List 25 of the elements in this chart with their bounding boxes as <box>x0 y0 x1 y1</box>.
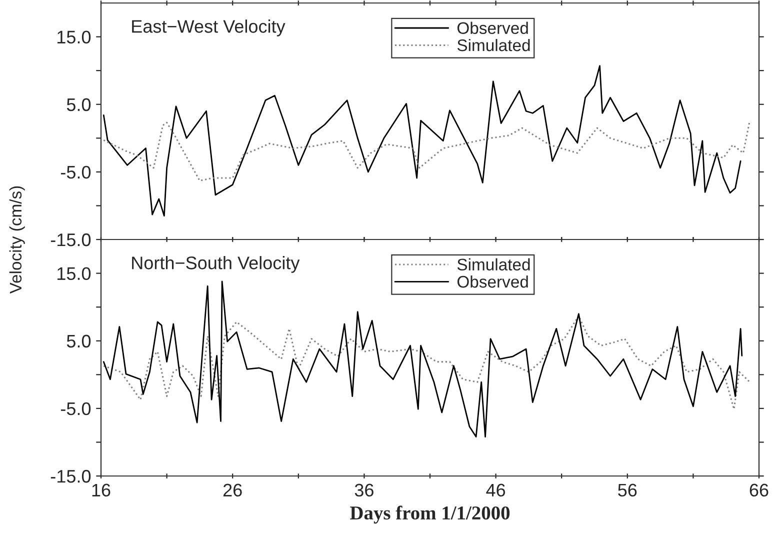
x-axis-title: Days from 1/1/2000 <box>350 506 510 524</box>
line-series <box>102 315 751 410</box>
legend-label: Observed <box>457 275 528 288</box>
line-series <box>102 65 742 217</box>
y-tick-label: 15.0 <box>58 267 91 280</box>
legend-label: Simulated <box>457 258 530 271</box>
x-tick-label: 16 <box>92 484 110 497</box>
y-axis-title: Velocity (cm/s) <box>9 186 25 294</box>
x-tick-label: 36 <box>354 484 374 497</box>
y-tick-label: 5.0 <box>66 334 91 348</box>
x-tick-label: 56 <box>618 484 637 497</box>
y-tick-label: 5.0 <box>66 98 91 112</box>
x-tick-label: 26 <box>223 484 242 497</box>
x-tick-label: 46 <box>486 484 506 497</box>
line-series <box>102 120 751 182</box>
y-tick-label: -15.0 <box>50 233 91 246</box>
y-tick-label: -15.0 <box>50 470 91 483</box>
x-tick-label: 66 <box>750 484 768 497</box>
y-tick-label: -5.0 <box>60 402 91 416</box>
y-tick-label: 15.0 <box>58 30 91 44</box>
text: East−West Velocity <box>132 20 286 36</box>
legend-label: Observed <box>457 22 528 34</box>
legend-label: Simulated <box>457 38 530 52</box>
text: North−South Velocity <box>132 256 300 273</box>
y-tick-label: -5.0 <box>60 166 91 179</box>
